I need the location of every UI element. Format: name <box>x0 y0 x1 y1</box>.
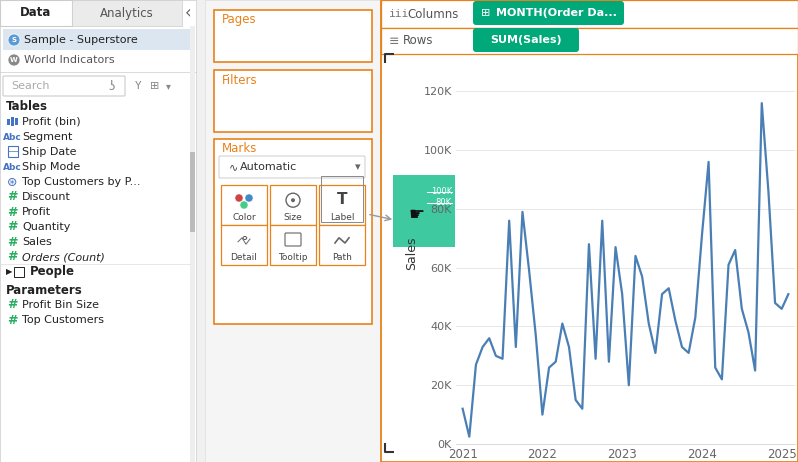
Text: ≡: ≡ <box>389 35 400 48</box>
Text: ▾: ▾ <box>165 81 171 91</box>
Text: ☛: ☛ <box>409 206 425 224</box>
FancyBboxPatch shape <box>3 76 125 96</box>
Text: Automatic: Automatic <box>240 162 297 172</box>
Bar <box>221 225 267 265</box>
Text: Y: Y <box>135 81 141 91</box>
Text: Tables: Tables <box>6 99 48 113</box>
Bar <box>3 29 193 50</box>
Bar <box>393 175 455 247</box>
Text: ▾: ▾ <box>355 162 361 172</box>
Text: Detail: Detail <box>231 253 258 261</box>
Text: Parameters: Parameters <box>6 284 83 297</box>
Text: #: # <box>6 206 18 219</box>
Text: Filters: Filters <box>222 73 258 86</box>
Text: #: # <box>6 190 18 203</box>
Bar <box>319 225 365 265</box>
Circle shape <box>240 201 248 209</box>
Text: #: # <box>6 250 18 263</box>
Text: Discount: Discount <box>22 192 71 202</box>
Text: Segment: Segment <box>22 132 73 142</box>
Text: ⊛: ⊛ <box>6 176 18 188</box>
Text: Marks: Marks <box>222 142 258 156</box>
Text: Profit: Profit <box>22 207 51 217</box>
Bar <box>7 119 10 125</box>
Bar <box>0 0 196 462</box>
Text: iii: iii <box>389 9 409 19</box>
Bar <box>11 117 14 126</box>
Text: Pages: Pages <box>222 13 257 26</box>
Text: Rows: Rows <box>403 35 433 48</box>
Y-axis label: Sales: Sales <box>405 236 418 270</box>
Text: ‹: ‹ <box>184 4 192 22</box>
Text: ʖ: ʖ <box>109 79 115 92</box>
Text: Profit (bin): Profit (bin) <box>22 117 81 127</box>
Bar <box>381 0 798 28</box>
Circle shape <box>8 34 20 46</box>
Bar <box>72 0 182 26</box>
Bar <box>270 185 316 225</box>
Text: ⊞: ⊞ <box>150 81 160 91</box>
Text: W: W <box>10 57 18 63</box>
Text: Sample - Superstore: Sample - Superstore <box>24 35 138 45</box>
FancyBboxPatch shape <box>219 156 365 178</box>
Bar <box>381 28 798 54</box>
Text: #: # <box>6 236 18 249</box>
Circle shape <box>245 194 253 202</box>
Text: Size: Size <box>283 213 302 221</box>
Bar <box>0 0 72 26</box>
Text: MONTH(Order Da...: MONTH(Order Da... <box>496 8 617 18</box>
Text: Abc: Abc <box>2 163 22 171</box>
Text: Ship Mode: Ship Mode <box>22 162 81 172</box>
Text: T: T <box>337 192 347 207</box>
Text: S: S <box>11 37 17 43</box>
Text: Orders (Count): Orders (Count) <box>22 252 105 262</box>
Text: Abc: Abc <box>2 133 22 141</box>
Bar <box>214 10 372 62</box>
Text: Analytics: Analytics <box>100 6 154 19</box>
Text: ⊞: ⊞ <box>481 8 491 18</box>
Bar <box>190 152 195 232</box>
FancyBboxPatch shape <box>473 1 624 25</box>
Circle shape <box>235 194 243 202</box>
Circle shape <box>291 198 295 202</box>
Text: Ship Date: Ship Date <box>22 147 77 157</box>
Text: Data: Data <box>20 6 52 19</box>
Bar <box>214 70 372 132</box>
Text: 80K: 80K <box>436 198 452 207</box>
Text: Tooltip: Tooltip <box>279 253 308 261</box>
Text: Quantity: Quantity <box>22 222 70 232</box>
Bar <box>381 0 798 462</box>
Text: People: People <box>30 266 75 279</box>
Bar <box>270 225 316 265</box>
Text: Label: Label <box>330 213 354 221</box>
Text: #: # <box>6 314 18 327</box>
FancyBboxPatch shape <box>473 28 579 52</box>
Text: Profit Bin Size: Profit Bin Size <box>22 300 99 310</box>
Text: Path: Path <box>332 253 352 261</box>
Text: ▶: ▶ <box>6 267 13 276</box>
Bar <box>319 185 365 225</box>
Text: Search: Search <box>11 81 49 91</box>
Bar <box>190 26 195 462</box>
Bar <box>8 146 18 157</box>
Bar <box>15 118 18 125</box>
Text: Top Customers: Top Customers <box>22 315 104 325</box>
Bar <box>205 0 380 462</box>
Bar <box>14 267 24 277</box>
Text: Color: Color <box>232 213 256 221</box>
Text: #: # <box>6 220 18 233</box>
Bar <box>221 185 267 225</box>
Text: Sales: Sales <box>22 237 52 247</box>
Text: #: # <box>6 298 18 311</box>
Text: ∿: ∿ <box>229 162 239 172</box>
Text: Top Customers by P...: Top Customers by P... <box>22 177 140 187</box>
Text: 100K: 100K <box>431 187 452 196</box>
Text: ⚬: ⚬ <box>238 232 250 246</box>
FancyArrowPatch shape <box>369 214 391 221</box>
Text: Columns: Columns <box>407 7 458 20</box>
Text: World Indicators: World Indicators <box>24 55 115 65</box>
Bar <box>214 139 372 324</box>
Circle shape <box>8 54 20 66</box>
Text: SUM(Sales): SUM(Sales) <box>490 35 562 45</box>
